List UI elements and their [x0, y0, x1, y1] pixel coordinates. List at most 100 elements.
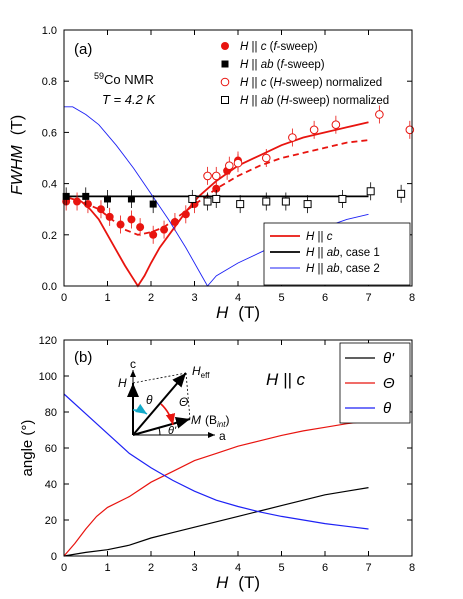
m-vector-arrow	[132, 417, 191, 436]
inset-theta-prime-label: θ'	[168, 425, 177, 437]
legend-label-h-c-h-sweep-normalized: H || c (H-sweep) normalized	[240, 77, 382, 89]
inset-Theta-label: Θ	[179, 395, 188, 409]
panel-b-x-tick-label: 4	[235, 562, 241, 574]
panel-b-y-tick-label: 60	[45, 443, 57, 455]
data-point-h-c-f-sweep	[170, 218, 179, 226]
heff-vector-arrow	[132, 372, 187, 436]
panel-a-frame	[63, 29, 413, 287]
panel-b-x-tick-label: 1	[104, 562, 110, 574]
legend-label-Theta: Θ	[383, 375, 395, 392]
data-point-h-c-f-sweep	[136, 223, 145, 232]
panel-a-series	[62, 105, 415, 288]
title-nucleus: Co NMR	[104, 72, 154, 87]
legend-label-h-c-f-sweep: H || c (f-sweep)	[240, 41, 318, 53]
data-point-h-ab-h-sweep-normalized	[236, 200, 245, 209]
data-point-h-ab-f-sweep	[149, 200, 157, 208]
series-line-	[63, 420, 369, 557]
data-point-h-ab-h-sweep-normalized	[397, 189, 406, 198]
panel-b-legend: θ' Θθ	[345, 350, 395, 417]
panel-a-x-tick-label: 4	[235, 292, 241, 304]
legend-label-h-ab-case-1: H || ab, case 1	[306, 247, 380, 259]
data-point-h-c-f-sweep	[160, 225, 169, 234]
theta-prime-angle-arc	[158, 427, 161, 436]
panel-b-x-tick-label: 7	[365, 562, 371, 574]
panel-a-x-tick-label: 6	[322, 292, 328, 304]
panel-b-y-tick-label: 120	[39, 335, 57, 347]
data-point-h-c-h-sweep-normalized	[309, 125, 319, 135]
data-point-h-c-f-sweep	[212, 184, 221, 193]
data-point-h-c-f-sweep	[116, 220, 125, 229]
panel-b-y-tick-label: 80	[45, 407, 57, 419]
panel-a-x-tick-label: 0	[61, 292, 67, 304]
data-point-h-ab-f-sweep	[62, 192, 70, 200]
panel-a-legend-markers: H || c (f-sweep) H || ab (f-sweep) H || c …	[220, 41, 389, 107]
data-point-h-c-h-sweep-normalized	[211, 171, 221, 181]
panel-b-header: H || c	[266, 370, 306, 389]
panel-b-label: (b)	[74, 349, 92, 366]
data-point-h-c-f-sweep	[105, 212, 114, 221]
legend-label-h-ab-case-2: H || ab, case 2	[306, 263, 380, 275]
data-point-h-c-f-sweep	[127, 215, 136, 224]
panel-b-x-tick-label: 8	[409, 562, 415, 574]
panel-b-x-tick-label: 6	[322, 562, 328, 574]
data-point-h-ab-h-sweep-normalized	[262, 197, 271, 206]
inset-m-label: M (Bint)	[191, 413, 229, 429]
data-point-h-c-f-sweep	[73, 197, 82, 206]
panel-a-y-tick-label: 0.4	[42, 179, 57, 191]
panel-b-y-tick-labels: 0 20 40 60 80 100 120	[39, 335, 57, 563]
inset-heff-label: Heff	[192, 364, 210, 380]
data-point-h-c-f-sweep	[96, 205, 105, 214]
panel-a-x-tick-label: 2	[148, 292, 154, 304]
projection-dotted-1	[132, 372, 187, 384]
panel-b-y-tick-label: 40	[45, 479, 57, 491]
legend-marker-h-ab-f-sweep	[221, 60, 229, 68]
panel-b-x-tick-label: 5	[278, 562, 284, 574]
panel-a-title-line1: 59Co NMR	[94, 71, 154, 87]
data-point-h-ab-h-sweep-normalized	[338, 194, 347, 203]
legend-label-theta: θ	[383, 400, 391, 417]
inset-a-label: a	[219, 429, 226, 443]
panel-b-x-tick-labels: 0 1 2 3 4 5 6 7 8	[61, 562, 415, 574]
panel-a-x-tick-label: 8	[409, 292, 415, 304]
legend-label-h-ab-f-sweep: H || ab (f-sweep)	[240, 59, 325, 71]
panel-a-y-tick-labels: 0.0 0.2 0.4 0.6 0.8 1.0	[42, 25, 57, 293]
panel-b-y-tick-label: 100	[39, 371, 57, 383]
data-point-h-c-h-sweep-normalized	[261, 153, 271, 163]
legend-label-theta-prime: θ'	[383, 350, 395, 367]
theta-angle-arc	[132, 403, 148, 415]
panel-a-legend-lines: H || c H || ab, case 1 H || ab, case 2	[270, 231, 380, 275]
data-point-h-c-h-sweep-normalized	[375, 110, 384, 119]
panel-a: 0 1 2 3 4 5 6 7 8 0.0 0.2 0.4 0.6 0.8 1.0 (a) 59Co NM…	[9, 25, 415, 322]
data-point-h-c-h-sweep-normalized	[331, 120, 341, 130]
panel-a-x-tick-label: 7	[365, 292, 371, 304]
panel-a-xlabel: H (T)	[216, 303, 260, 322]
panel-a-y-tick-label: 0.0	[42, 281, 57, 293]
panel-a-x-tick-label: 3	[191, 292, 197, 304]
inset-h-label: H	[118, 376, 127, 390]
panel-a-y-tick-label: 0.6	[42, 127, 57, 139]
vector-diagram-inset: c a H Heff M (Bint) θ Θ θ'	[118, 357, 229, 443]
panel-a-legend-lines-frame	[263, 222, 411, 286]
legend-marker-h-c-f-sweep	[221, 42, 229, 50]
panel-b-y-tick-label: 20	[45, 515, 57, 527]
panel-b-series	[63, 393, 369, 557]
isotope-superscript: 59	[94, 71, 104, 81]
data-point-h-c-h-sweep-normalized	[225, 161, 234, 170]
series-line-h-c	[63, 121, 369, 288]
data-point-h-c-h-sweep-normalized	[233, 158, 243, 168]
panel-a-y-tick-label: 0.2	[42, 230, 57, 242]
series-line-	[63, 487, 369, 557]
data-point-h-c-f-sweep	[149, 230, 158, 239]
panel-b-frame	[63, 339, 413, 557]
legend-label-h-ab-h-sweep-normalized: H || ab (H-sweep) normalized	[240, 95, 389, 107]
data-point-h-ab-f-sweep	[82, 192, 90, 200]
panel-b: 0 1 2 3 4 5 6 7 8 0 20 40 60 80 100 120 (b) H || c ang…	[19, 335, 415, 592]
data-point-h-c-f-sweep	[181, 210, 190, 219]
panel-a-title-line2: T = 4.2 K	[102, 92, 156, 107]
inset-theta-label: θ	[146, 393, 153, 407]
series-line-	[63, 393, 369, 530]
panel-a-x-tick-labels: 0 1 2 3 4 5 6 7 8	[61, 292, 415, 304]
panel-a-ylabel: FWHM(T)	[9, 115, 26, 195]
data-point-h-c-h-sweep-normalized	[203, 171, 212, 181]
